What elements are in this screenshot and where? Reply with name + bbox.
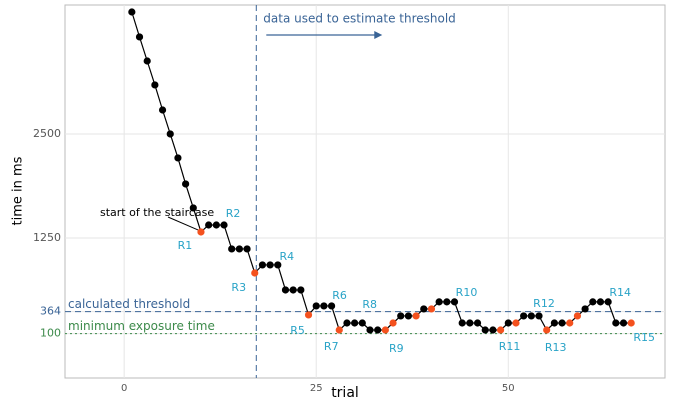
trial-point: [351, 319, 359, 327]
trial-point: [166, 130, 174, 138]
trial-point: [205, 221, 213, 229]
trial-point: [566, 319, 574, 327]
trial-point: [335, 326, 343, 334]
trial-point: [450, 298, 459, 306]
arrow-head: [374, 31, 383, 39]
trial-point: [573, 312, 582, 320]
trial-point: [228, 245, 236, 253]
plot-frame: [64, 4, 666, 379]
reversal-label: R15: [633, 331, 655, 344]
trial-point: [251, 269, 259, 277]
trial-point: [458, 319, 466, 327]
trial-point: [312, 302, 320, 310]
trial-point: [604, 298, 612, 306]
reversal-label: R14: [609, 286, 631, 299]
y-tick-label: 364: [40, 305, 61, 318]
reversal-label: R7: [324, 340, 339, 353]
x-tick-label: 25: [310, 383, 323, 394]
trial-point: [143, 57, 151, 65]
trial-point: [212, 221, 220, 229]
trial-point: [596, 298, 605, 306]
trial-point: [220, 221, 228, 229]
trial-point: [128, 8, 136, 16]
trial-point: [343, 319, 351, 327]
reversal-label: R11: [499, 340, 521, 353]
trial-point: [243, 245, 251, 253]
trial-point: [489, 326, 497, 334]
trial-point: [512, 319, 520, 327]
start-pointer: [167, 216, 199, 231]
trial-point: [281, 286, 290, 294]
reversal-label: R13: [545, 341, 567, 354]
trial-point: [366, 326, 374, 334]
trial-point: [174, 154, 182, 162]
reversal-label: R8: [362, 298, 377, 311]
trial-point: [627, 319, 635, 327]
trial-point: [496, 326, 505, 334]
trial-point: [158, 106, 167, 114]
trial-point: [420, 305, 428, 313]
y-axis-label: time in ms: [11, 156, 26, 225]
trial-point: [197, 228, 205, 236]
trial-point: [304, 311, 313, 319]
trial-point: [404, 312, 413, 320]
trial-point: [527, 312, 535, 320]
trial-point: [589, 298, 597, 306]
trial-point: [258, 261, 267, 269]
trial-point: [358, 319, 366, 327]
data-start-label: data used to estimate threshold: [263, 12, 456, 26]
trial-point: [504, 319, 512, 327]
trial-point: [189, 204, 197, 212]
trial-point: [520, 312, 528, 320]
trial-point: [435, 298, 443, 306]
trial-point: [381, 326, 389, 334]
y-tick-label: 2500: [33, 127, 61, 140]
trial-point: [235, 245, 243, 253]
trial-point: [151, 81, 159, 89]
trial-point: [374, 326, 382, 334]
start-annotation: start of the staircase: [100, 206, 214, 219]
reversal-label: R3: [231, 281, 246, 294]
trial-point: [550, 319, 558, 327]
trial-point: [473, 319, 482, 327]
reversal-label: R10: [456, 286, 478, 299]
reversal-label: R5: [290, 324, 305, 337]
y-tick-label: 100: [40, 327, 61, 340]
trial-point: [266, 261, 274, 269]
trial-point: [397, 312, 405, 320]
trial-point: [182, 180, 190, 188]
reversal-label: R2: [226, 207, 241, 220]
reversal-label: R4: [279, 250, 294, 263]
trial-point: [558, 319, 566, 327]
trial-point: [135, 33, 144, 41]
trial-point: [481, 326, 489, 334]
minimum-label: minimum exposure time: [68, 319, 215, 333]
reversal-label: R12: [533, 297, 555, 310]
x-axis-label: trial: [331, 385, 359, 401]
threshold-label: calculated threshold: [68, 297, 190, 311]
trial-point: [581, 305, 589, 313]
trial-point: [327, 302, 336, 310]
trial-point: [612, 319, 620, 327]
reversal-label: R6: [332, 289, 347, 302]
y-tick-label: 1250: [33, 231, 61, 244]
trial-point: [320, 302, 328, 310]
trial-point: [412, 312, 420, 320]
trial-point: [535, 312, 543, 320]
reversal-label: R1: [178, 239, 193, 252]
trial-point: [543, 326, 551, 334]
x-tick-label: 50: [502, 383, 515, 394]
trial-point: [274, 261, 282, 269]
reversal-label: R9: [389, 342, 404, 355]
x-tick-label: 0: [121, 383, 127, 394]
trial-point: [466, 319, 474, 327]
trial-point: [619, 319, 628, 327]
trial-point: [427, 305, 436, 313]
trial-point: [289, 286, 297, 294]
trial-point: [443, 298, 451, 306]
trial-point: [297, 286, 305, 294]
trial-point: [389, 319, 397, 327]
